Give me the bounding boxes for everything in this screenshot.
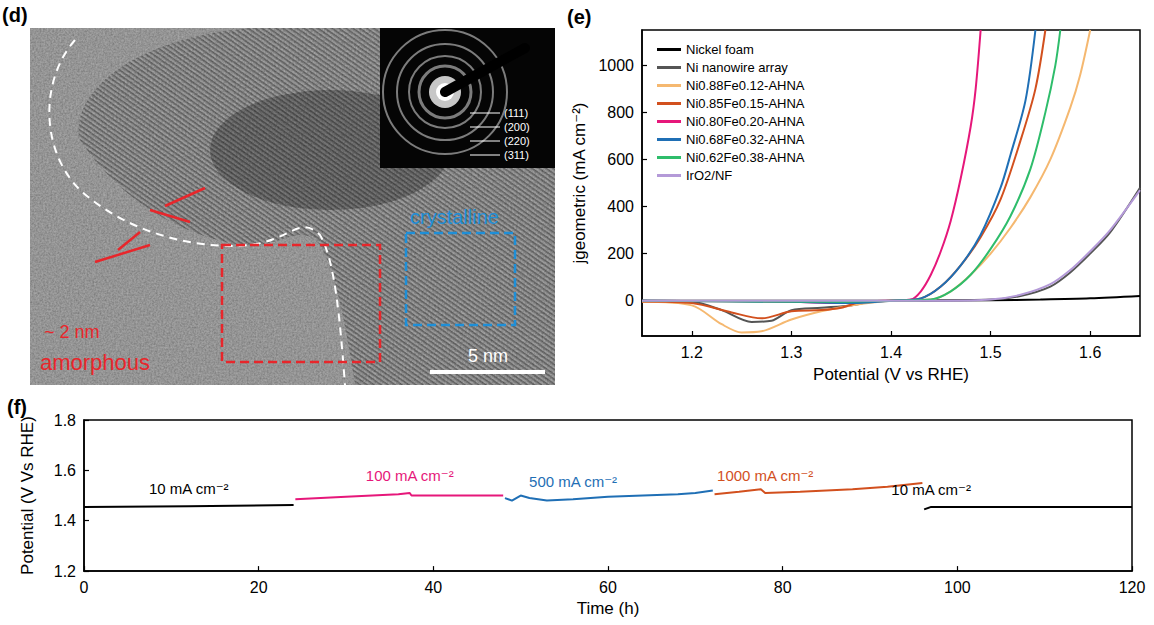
svg-text:1.8: 1.8 [54,412,76,429]
svg-text:Ni0.85Fe0.15-AHNA: Ni0.85Fe0.15-AHNA [686,96,805,111]
svg-text:Potential (V vs RHE): Potential (V vs RHE) [813,365,969,384]
svg-text:80: 80 [774,579,792,596]
svg-text:1.3: 1.3 [780,344,802,361]
svg-text:(200): (200) [504,121,530,133]
svg-text:100: 100 [944,579,971,596]
svg-text:1.4: 1.4 [54,512,76,529]
svg-text:amorphous: amorphous [40,350,150,375]
svg-text:10 mA cm⁻²: 10 mA cm⁻² [891,481,971,498]
svg-text:Time (h): Time (h) [577,599,640,618]
svg-text:0: 0 [80,579,89,596]
svg-text:1.2: 1.2 [54,563,76,580]
svg-text:20: 20 [250,579,268,596]
svg-text:1.2: 1.2 [681,344,703,361]
svg-text:1.5: 1.5 [979,344,1001,361]
svg-text:100 mA cm⁻²: 100 mA cm⁻² [366,467,454,484]
svg-text:(e): (e) [567,6,591,28]
svg-text:jgeometric (mA cm⁻²): jgeometric (mA cm⁻²) [570,102,589,264]
svg-text:Ni0.62Fe0.38-AHNA: Ni0.62Fe0.38-AHNA [686,150,805,165]
svg-text:1.6: 1.6 [54,462,76,479]
svg-text:(f): (f) [7,396,27,418]
svg-text:Potential (V Vs RHE): Potential (V Vs RHE) [18,416,37,575]
svg-text:5 nm: 5 nm [468,346,508,366]
svg-text:0: 0 [625,292,634,309]
svg-text:200: 200 [607,245,634,262]
svg-text:1000 mA cm⁻²: 1000 mA cm⁻² [717,467,813,484]
svg-text:60: 60 [599,579,617,596]
svg-text:IrO2/NF: IrO2/NF [686,168,732,183]
svg-text:(111): (111) [504,107,528,119]
svg-text:40: 40 [424,579,442,596]
svg-text:120: 120 [1119,579,1146,596]
svg-text:1000: 1000 [598,57,634,74]
svg-text:(220): (220) [504,135,530,147]
svg-text:Ni nanowire array: Ni nanowire array [686,60,788,75]
svg-text:Nickel foam: Nickel foam [686,42,754,57]
svg-text:(d): (d) [2,4,28,26]
svg-text:600: 600 [607,151,634,168]
svg-text:Ni0.80Fe0.20-AHNA: Ni0.80Fe0.20-AHNA [686,114,805,129]
svg-text:Ni0.88Fe0.12-AHNA: Ni0.88Fe0.12-AHNA [686,78,805,93]
svg-text:800: 800 [607,104,634,121]
svg-text:Ni0.68Fe0.32-AHNA: Ni0.68Fe0.32-AHNA [686,132,805,147]
svg-text:10 mA cm⁻²: 10 mA cm⁻² [149,480,229,497]
svg-text:1.4: 1.4 [880,344,902,361]
svg-text:1.6: 1.6 [1079,344,1101,361]
svg-text:crystalline: crystalline [410,206,499,228]
svg-text:~ 2 nm: ~ 2 nm [44,322,100,342]
svg-text:500 mA cm⁻²: 500 mA cm⁻² [529,473,617,490]
svg-text:(311): (311) [504,149,529,161]
svg-text:400: 400 [607,198,634,215]
